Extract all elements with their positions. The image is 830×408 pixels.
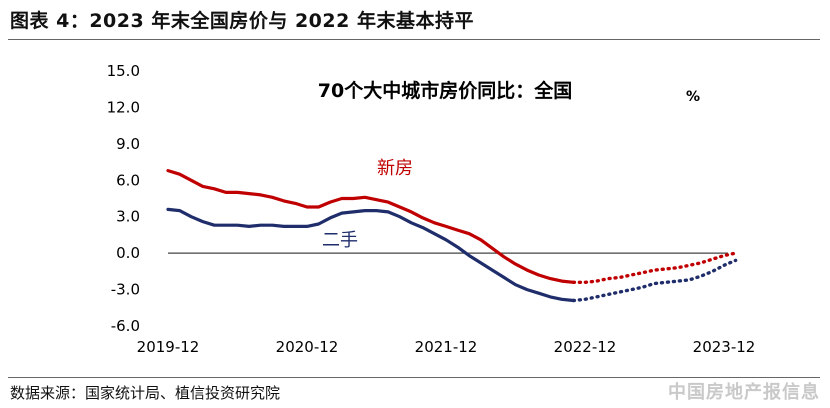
x-axis: 2019-12 2020-12 2021-12 2022-12 2023-12 (137, 338, 756, 356)
series-label-new-home: 新房 (377, 158, 413, 179)
y-tick-label: 3.0 (116, 208, 140, 226)
line-chart: 15.0 12.0 9.0 6.0 3.0 0.0 -3.0 -6.0 2019-12 2020… (107, 62, 756, 356)
series-line-second-hand (166, 207, 576, 303)
chart-title: 70个大中城市房价同比：全国 (318, 79, 572, 102)
figure-title: 图表 4：2023 年末全国房价与 2022 年末基本持平 (10, 10, 474, 32)
series-label-second-hand: 二手 (322, 230, 358, 251)
bottom-rule (8, 377, 820, 378)
y-tick-label: 0.0 (116, 244, 140, 262)
y-tick-label: 15.0 (107, 62, 140, 80)
x-tick-label: 2022-12 (554, 338, 617, 356)
x-tick-label: 2020-12 (276, 338, 339, 356)
top-rule (8, 39, 820, 40)
unit-label: % (686, 89, 700, 105)
y-tick-label: -6.0 (111, 317, 140, 335)
y-tick-label: 12.0 (107, 98, 140, 116)
series-line-second-hand-projected (571, 258, 738, 303)
series-line-new-home-projected (571, 251, 738, 284)
x-tick-label: 2021-12 (415, 338, 478, 356)
series-group (166, 169, 738, 303)
source-note: 数据来源：国家统计局、植信投资研究院 (10, 384, 281, 402)
watermark: 中国房地产报信息 (668, 382, 820, 403)
y-axis: 15.0 12.0 9.0 6.0 3.0 0.0 -3.0 -6.0 (107, 62, 140, 335)
y-tick-label: 6.0 (116, 171, 140, 189)
x-tick-label: 2023-12 (693, 338, 756, 356)
x-tick-label: 2019-12 (137, 338, 200, 356)
series-line-new-home (166, 169, 576, 284)
y-tick-label: 9.0 (116, 135, 140, 153)
y-tick-label: -3.0 (111, 281, 140, 299)
